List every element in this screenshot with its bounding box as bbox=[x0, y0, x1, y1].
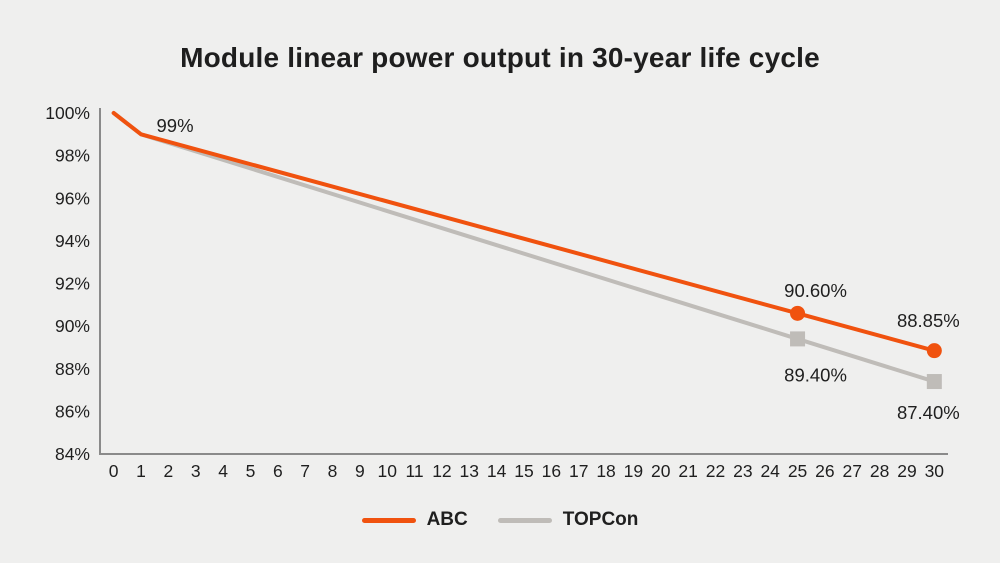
data-label: 89.40% bbox=[784, 364, 847, 385]
marker-circle-abc bbox=[926, 343, 942, 359]
marker-square-topcon bbox=[926, 374, 942, 390]
x-axis-tick-label: 4 bbox=[218, 461, 228, 481]
x-axis-tick-label: 11 bbox=[405, 461, 423, 481]
x-axis-tick-label: 21 bbox=[678, 461, 697, 481]
x-axis-tick-label: 14 bbox=[487, 461, 507, 481]
x-axis-tick-label: 2 bbox=[164, 461, 174, 481]
legend: ABC TOPCon bbox=[0, 509, 1000, 531]
y-axis-tick-label: 98% bbox=[55, 146, 90, 166]
x-axis-tick-label: 29 bbox=[897, 461, 916, 481]
x-axis-tick-label: 26 bbox=[815, 461, 834, 481]
legend-label-abc: ABC bbox=[426, 509, 468, 530]
y-axis-tick-label: 92% bbox=[55, 274, 90, 294]
x-axis-tick-label: 9 bbox=[355, 461, 365, 481]
x-axis-tick-label: 17 bbox=[569, 461, 588, 481]
x-axis-tick-label: 22 bbox=[706, 461, 725, 481]
x-axis-tick-label: 6 bbox=[273, 461, 283, 481]
x-axis-tick-label: 10 bbox=[377, 461, 397, 481]
legend-swatch-topcon bbox=[497, 517, 552, 523]
y-axis-tick-label: 84% bbox=[55, 444, 90, 464]
data-label: 88.85% bbox=[897, 310, 960, 331]
series-line-topcon bbox=[111, 111, 937, 384]
x-axis-tick-label: 23 bbox=[733, 461, 752, 481]
x-axis-tick-label: 13 bbox=[460, 461, 479, 481]
x-axis-tick-label: 15 bbox=[514, 461, 533, 481]
y-axis-tick-label: 90% bbox=[55, 316, 90, 336]
x-axis-tick-label: 24 bbox=[760, 461, 780, 481]
x-axis-tick-label: 19 bbox=[624, 461, 643, 481]
x-axis-tick-label: 27 bbox=[843, 461, 862, 481]
marker-circle-abc bbox=[790, 305, 806, 321]
x-axis-tick-label: 20 bbox=[651, 461, 671, 481]
y-axis-tick-label: 86% bbox=[55, 401, 90, 421]
legend-swatch-abc bbox=[361, 517, 416, 523]
y-axis-tick-label: 100% bbox=[45, 103, 90, 123]
y-axis-tick-label: 88% bbox=[55, 359, 90, 379]
legend-label-topcon: TOPCon bbox=[562, 509, 639, 530]
x-axis-tick-label: 18 bbox=[596, 461, 615, 481]
legend-item-abc: ABC bbox=[361, 509, 468, 531]
x-axis-tick-label: 7 bbox=[300, 461, 310, 481]
y-axis-tick-label: 94% bbox=[55, 231, 90, 251]
x-axis-tick-label: 28 bbox=[870, 461, 889, 481]
y-axis-tick-label: 96% bbox=[55, 188, 90, 208]
data-label: 99% bbox=[157, 115, 194, 136]
chart-title: Module linear power output in 30-year li… bbox=[180, 42, 820, 73]
x-axis-tick-label: 12 bbox=[432, 461, 451, 481]
x-axis-tick-label: 30 bbox=[925, 461, 945, 481]
marker-square-topcon bbox=[790, 331, 806, 347]
data-label: 90.60% bbox=[784, 280, 847, 301]
x-axis-tick-label: 8 bbox=[328, 461, 338, 481]
data-label: 87.40% bbox=[897, 402, 960, 423]
x-axis-tick-label: 16 bbox=[542, 461, 561, 481]
x-axis-tick-label: 25 bbox=[788, 461, 807, 481]
x-axis-tick-label: 3 bbox=[191, 461, 201, 481]
x-axis-tick-label: 1 bbox=[136, 461, 146, 481]
legend-item-topcon: TOPCon bbox=[497, 509, 639, 531]
x-axis-tick-label: 0 bbox=[109, 461, 119, 481]
x-axis-tick-label: 5 bbox=[246, 461, 256, 481]
series-line-abc bbox=[111, 111, 937, 353]
